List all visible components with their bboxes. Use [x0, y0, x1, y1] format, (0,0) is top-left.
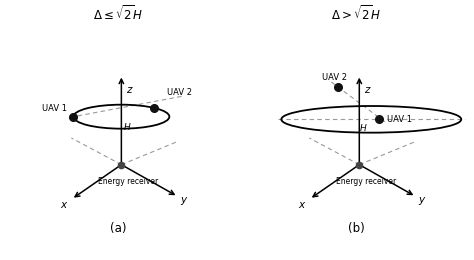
- Text: UAV 1: UAV 1: [42, 104, 67, 113]
- Text: UAV 2: UAV 2: [322, 73, 347, 82]
- Text: Energy receiver: Energy receiver: [336, 177, 396, 186]
- Text: $z$: $z$: [126, 85, 134, 95]
- Text: UAV 1: UAV 1: [387, 115, 412, 124]
- Text: $H$: $H$: [123, 121, 131, 132]
- Text: Energy receiver: Energy receiver: [98, 177, 158, 186]
- Text: $x$: $x$: [299, 200, 307, 210]
- Text: $H$: $H$: [359, 122, 368, 133]
- Text: (a): (a): [110, 222, 126, 235]
- Text: UAV 2: UAV 2: [167, 88, 192, 97]
- Text: $y$: $y$: [180, 195, 188, 207]
- Text: $z$: $z$: [364, 85, 372, 95]
- Text: $\Delta \leq \sqrt{2}H$: $\Delta \leq \sqrt{2}H$: [93, 5, 143, 23]
- Text: $x$: $x$: [61, 200, 69, 210]
- Text: (b): (b): [347, 222, 365, 235]
- Text: $\Delta > \sqrt{2}H$: $\Delta > \sqrt{2}H$: [331, 5, 381, 23]
- Text: $y$: $y$: [418, 195, 426, 207]
